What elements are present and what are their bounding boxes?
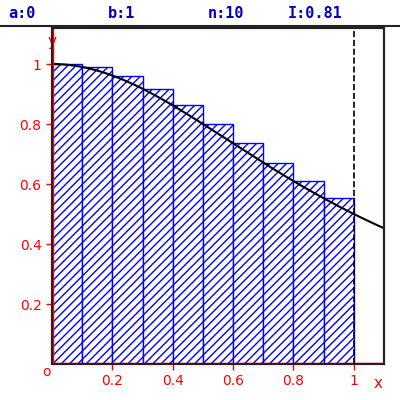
Text: I:0.81: I:0.81 [288, 6, 343, 21]
Bar [324, 198, 354, 364]
Bar [112, 76, 142, 364]
Bar [233, 144, 263, 364]
Bar [52, 64, 82, 364]
Bar [294, 181, 324, 364]
Text: n:10: n:10 [208, 6, 244, 21]
Bar [142, 89, 173, 364]
Bar [203, 124, 233, 364]
Text: o: o [42, 366, 50, 380]
Text: a:0: a:0 [8, 6, 35, 21]
Bar [173, 105, 203, 364]
Text: b:1: b:1 [108, 6, 135, 21]
Bar [263, 163, 294, 364]
Bar [82, 67, 112, 364]
Text: y: y [48, 34, 56, 49]
Text: x: x [374, 376, 382, 391]
